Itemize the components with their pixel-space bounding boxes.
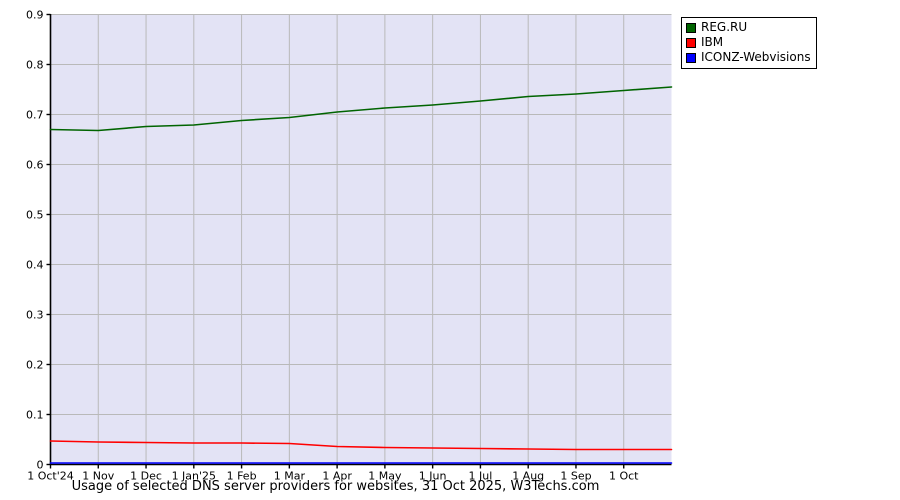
- legend-label: ICONZ-Webvisions: [701, 50, 811, 64]
- x-tick-label: 1 Oct: [609, 470, 639, 483]
- legend-item-reg-ru: REG.RU: [686, 20, 811, 35]
- legend-item-ibm: IBM: [686, 35, 811, 50]
- legend-item-iconz-webvisions: ICONZ-Webvisions: [686, 50, 811, 65]
- y-tick-label: 0.3: [26, 309, 44, 322]
- x-tick-label: 1 Feb: [227, 470, 257, 483]
- y-tick-label: 0.1: [26, 409, 44, 422]
- y-tick-label: 0.4: [26, 259, 44, 272]
- series-line-reg-ru: [49, 86, 673, 132]
- x-tick-label: 1 Apr: [322, 470, 352, 483]
- x-tick-label: 1 Aug: [512, 470, 544, 483]
- x-tick-label: 1 Jul: [469, 470, 493, 483]
- x-tick-label: 1 Sep: [560, 470, 591, 483]
- plot-background: [50, 14, 672, 465]
- x-tick-label: 1 Mar: [274, 470, 306, 483]
- y-tick-label: 0.2: [26, 359, 44, 372]
- x-tick-label: 1 May: [368, 470, 402, 483]
- y-tick-label: 0.9: [26, 9, 44, 22]
- chart-legend: REG.RU IBM ICONZ-Webvisions: [681, 17, 817, 69]
- legend-swatch-icon: [686, 52, 696, 63]
- x-tick-label: 1 Jun: [419, 470, 447, 483]
- legend-swatch-icon: [686, 22, 696, 33]
- y-tick-label: 0: [37, 459, 44, 472]
- y-tick-label: 0.7: [26, 109, 44, 122]
- y-tick-label: 0.8: [26, 59, 44, 72]
- y-tick-label: 0.6: [26, 159, 44, 172]
- legend-label: IBM: [701, 35, 724, 49]
- x-tick-label: 1 Jan'25: [172, 470, 216, 483]
- x-tick-label: 1 Dec: [130, 470, 162, 483]
- y-tick-label: 0.5: [26, 209, 44, 222]
- x-tick-label: 1 Nov: [82, 470, 114, 483]
- legend-label: REG.RU: [701, 20, 748, 34]
- series-line-ibm: [49, 440, 673, 451]
- legend-swatch-icon: [686, 37, 696, 48]
- chart-caption: Usage of selected DNS server providers f…: [71, 479, 600, 494]
- x-tick-label: 1 Oct'24: [27, 470, 74, 483]
